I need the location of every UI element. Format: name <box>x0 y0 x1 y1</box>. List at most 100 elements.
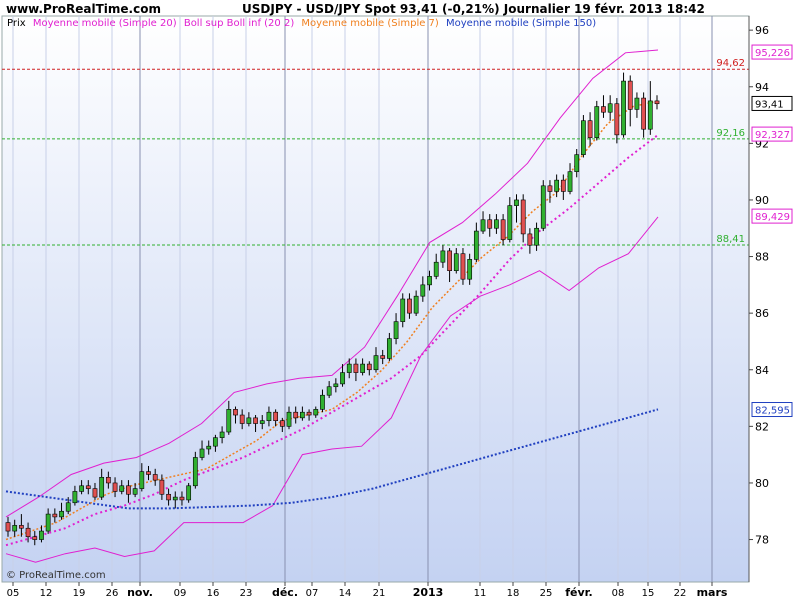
candle-down <box>527 233 533 246</box>
value-tag-box <box>751 126 793 142</box>
bollinger-lower-line <box>5 216 659 563</box>
candle-down <box>500 219 506 240</box>
candle-up <box>99 476 105 498</box>
candle-up <box>246 417 252 424</box>
ma20-line <box>5 134 659 547</box>
candle-up <box>65 502 71 512</box>
candle-down <box>447 250 452 271</box>
candle-down <box>52 513 58 518</box>
chart-header-title: USDJPY - USD/JPY Spot 93,41 (-0,21%) Jou… <box>242 2 705 16</box>
candle-down <box>233 409 238 416</box>
candle-down <box>166 493 171 501</box>
x-tick-label: 16 <box>207 588 220 599</box>
candle-down <box>627 80 633 110</box>
candle-up <box>433 261 439 277</box>
candle-down <box>105 476 111 484</box>
candle-down <box>25 527 31 538</box>
candle-down <box>159 479 165 495</box>
x-tick-label: 18 <box>507 588 520 599</box>
indicator-lines <box>5 49 659 563</box>
candle-up <box>132 488 138 495</box>
candle-up <box>440 250 446 263</box>
value-tag-box <box>751 44 793 60</box>
candles-group <box>5 72 660 546</box>
value-tag-label: 89,429 <box>755 212 790 223</box>
x-tick-label: mars <box>697 586 728 599</box>
candle-down <box>179 496 185 501</box>
candle-down <box>520 199 526 235</box>
candle-up <box>300 411 305 419</box>
candle-up <box>567 171 573 192</box>
candle-up <box>413 295 419 314</box>
candle-down <box>654 100 660 105</box>
candle-down <box>92 488 98 498</box>
candle-up <box>647 100 653 130</box>
candle-up <box>340 372 345 385</box>
candle-up <box>574 154 580 172</box>
candle-up <box>621 80 626 136</box>
x-tick-label: 15 <box>642 588 655 599</box>
candle-down <box>487 219 493 229</box>
candle-up <box>453 253 459 272</box>
candle-up <box>480 219 486 232</box>
candle-down <box>601 106 606 113</box>
candle-down <box>146 471 151 475</box>
x-tick-label: 26 <box>106 588 119 599</box>
candle-up <box>507 205 513 240</box>
candle-down <box>407 298 412 314</box>
candle-up <box>12 525 18 532</box>
candle-up <box>594 106 600 138</box>
candle-up <box>534 227 539 246</box>
candle-up <box>192 457 198 487</box>
candle-up <box>139 471 145 489</box>
candle-up <box>219 431 225 438</box>
candle-up <box>346 363 352 373</box>
candle-down <box>152 474 158 481</box>
candle-down <box>112 482 118 492</box>
candle-up <box>39 530 44 540</box>
candle-up <box>386 338 392 359</box>
candle-up <box>420 284 426 297</box>
candle-down <box>273 411 279 421</box>
candle-up <box>540 185 546 229</box>
copyright-text: © ProRealTime.com <box>6 570 106 581</box>
x-axis: 05 12 19 26 nov. 09 16 23 déc. 07 14 21 2013 11 18 25 fé… <box>7 582 728 599</box>
x-tick-label: 22 <box>674 588 687 599</box>
site-url[interactable]: www.ProRealTime.com <box>6 2 161 16</box>
legend-ma20[interactable]: Moyenne mobile (Simple 20) <box>32 18 177 29</box>
candle-up <box>581 120 586 155</box>
candle-up <box>186 485 192 501</box>
candle-up <box>213 437 218 447</box>
x-tick-label: 11 <box>474 588 487 599</box>
candle-down <box>460 253 466 280</box>
candle-up <box>206 445 212 450</box>
candle-up <box>320 394 325 410</box>
candle-up <box>226 409 232 433</box>
y-tick-label: 88 <box>755 251 769 264</box>
value-tags: 95,226 93,41 92,327 89,429 82,595 <box>751 44 793 418</box>
candle-up <box>45 513 51 532</box>
x-tick-label: 12 <box>40 588 53 599</box>
candle-down <box>641 97 646 130</box>
legend-price[interactable]: Prix <box>7 18 26 29</box>
legend-bollinger[interactable]: Boll sup Boll inf (20 2) <box>183 18 295 29</box>
x-tick-label: 07 <box>306 588 319 599</box>
x-tick-label: 23 <box>240 588 253 599</box>
y-tick-label: 80 <box>755 477 769 490</box>
legend-ma150[interactable]: Moyenne mobile (Simple 150) <box>446 18 597 29</box>
candle-down <box>614 103 620 136</box>
candle-up <box>607 103 613 113</box>
candle-up <box>360 363 365 373</box>
candle-up <box>494 219 499 229</box>
candle-up <box>259 420 265 424</box>
candle-up <box>427 276 432 286</box>
legend-ma7[interactable]: Moyenne mobile (Simple 7) <box>301 18 439 29</box>
value-tag-label: 92,327 <box>755 130 790 141</box>
x-tick-label: nov. <box>127 586 153 599</box>
x-tick-label: 2013 <box>413 586 444 599</box>
x-tick-label: 14 <box>339 588 352 599</box>
level-label: 94,62 <box>716 58 745 69</box>
x-tick-label: 19 <box>73 588 86 599</box>
